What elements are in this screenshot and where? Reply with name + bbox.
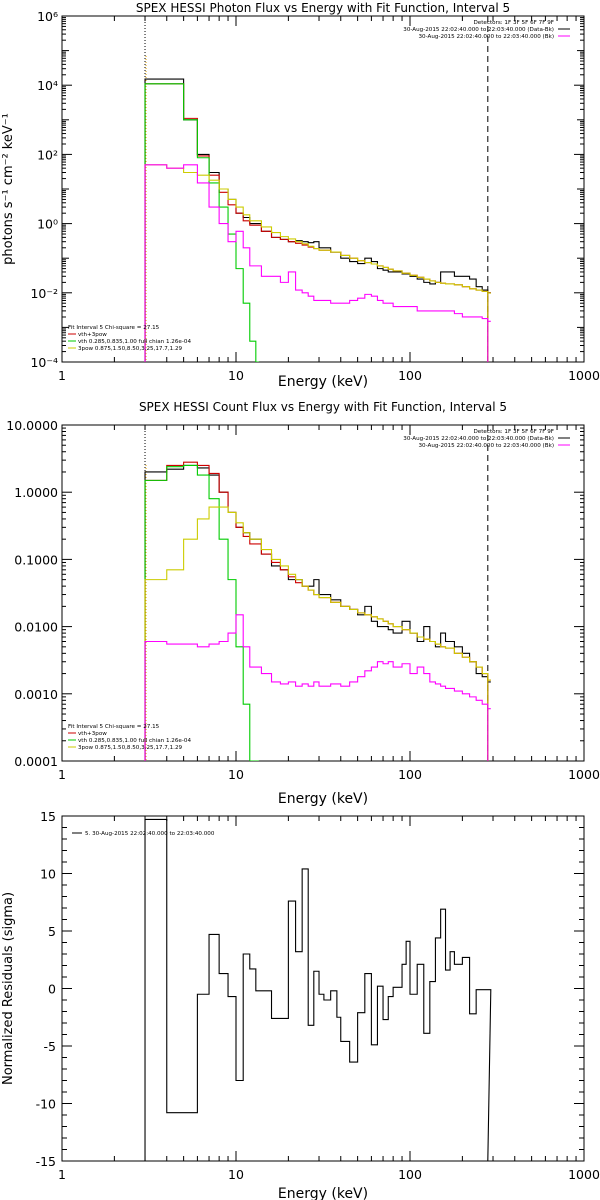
chart-panel-1: SPEX HESSI Photon Flux vs Energy with Fi… xyxy=(1,1,600,390)
series-3-line xyxy=(144,464,259,761)
y-tick-label: 10⁰ xyxy=(37,217,58,232)
legend-line-2: vth 0.285,0.835,1.00 full chian 1.26e-04 xyxy=(78,339,191,345)
y-tick-label: 10⁻² xyxy=(30,286,58,301)
x-tick-label: 10 xyxy=(228,767,244,782)
x-tick-label: 1000 xyxy=(568,1167,600,1182)
x-tick-label: 100 xyxy=(398,1167,422,1182)
x-tick-label: 1000 xyxy=(568,368,600,383)
plot-frame xyxy=(61,15,585,363)
plot-frame xyxy=(61,815,585,1162)
x-tick-label: 100 xyxy=(398,767,422,782)
chart-panel-3: 1 10 100 1000 Energy (keV) -15 -10 -5 0 5 10 15 Norm… xyxy=(1,809,600,1200)
series-1-line xyxy=(144,464,491,761)
chart-panel-2: SPEX HESSI Count Flux vs Energy with Fit… xyxy=(6,400,600,807)
x-tick-label: 10 xyxy=(228,1167,244,1182)
y-tick-label: 10.0000 xyxy=(6,418,58,433)
y-tick-label: 0 xyxy=(48,982,56,997)
x-tick-label: 1 xyxy=(58,368,66,383)
x-axis-label: Energy (keV) xyxy=(278,374,368,390)
header-line-3: 30-Aug-2015 22:02:40.000 to 22:03:40.000… xyxy=(418,34,554,40)
legend-line-1: vth+3pow xyxy=(78,731,107,737)
y-tick-label: -10 xyxy=(36,1097,56,1112)
series-5-line xyxy=(144,164,491,362)
y-tick-label: 0.1000 xyxy=(14,552,58,567)
legend-line-3: 3pow 0.875,1.50,8.50,3.25,17.7,1.29 xyxy=(78,745,183,751)
x-tick-label: 10 xyxy=(228,368,244,383)
header-line-2: 30-Aug-2015 22:02:40.000 to 22:03:40.000… xyxy=(403,436,554,442)
series-group xyxy=(144,461,491,761)
x-tick-label: 1000 xyxy=(568,767,600,782)
series-1-line xyxy=(144,818,492,1161)
header-line-3: 30-Aug-2015 22:02:40.000 to 22:03:40.000… xyxy=(418,443,554,449)
series-4-line xyxy=(144,164,491,362)
y-tick-label: 15 xyxy=(40,809,56,824)
plot-frame xyxy=(61,424,585,762)
header-line-1: Detectors: 1F 3F 5F 6F 7F 9F xyxy=(473,429,554,435)
y-tick-label: 5 xyxy=(48,924,56,939)
x-tick-label: 1 xyxy=(58,767,66,782)
y-tick-label: 10⁶ xyxy=(37,9,58,24)
legend-line-3: 3pow 0.875,1.50,8.50,3.25,17.7,1.29 xyxy=(78,346,183,352)
y-tick-label: -15 xyxy=(36,1154,56,1169)
x-tick-label: 100 xyxy=(398,368,422,383)
series-group xyxy=(144,818,492,1161)
fit-header: Fit Interval 5 Chi-square = 27.15 xyxy=(68,325,160,331)
header-line-1: Detectors: 1F 3F 5F 6F 7F 9F xyxy=(473,20,554,26)
chart-title: SPEX HESSI Count Flux vs Energy with Fit… xyxy=(139,400,507,414)
y-tick-label: 0.0010 xyxy=(14,687,58,702)
y-axis-label: Normalized Residuals (sigma) xyxy=(1,892,16,1085)
fit-header: Fit Interval 5 Chi-square = 27.15 xyxy=(68,724,160,730)
y-tick-label: 1.0000 xyxy=(14,485,58,500)
series-4-line xyxy=(144,506,491,761)
series-5-line xyxy=(144,614,491,761)
y-tick-label: 10⁴ xyxy=(37,78,58,93)
y-tick-label: 0.0100 xyxy=(14,620,58,635)
x-axis-label: Energy (keV) xyxy=(278,1186,368,1200)
legend-line-2: vth 0.285,0.835,1.00 full chian 1.26e-04 xyxy=(78,738,191,744)
x-axis-label: Energy (keV) xyxy=(278,791,368,807)
series-3-line xyxy=(144,83,259,362)
series-2-line xyxy=(144,461,491,761)
series-group xyxy=(144,78,491,362)
y-tick-label: 0.0001 xyxy=(14,754,58,769)
header-line-2: 30-Aug-2015 22:02:40.000 to 22:03:40.000… xyxy=(403,27,554,33)
x-tick-label: 1 xyxy=(58,1167,66,1182)
y-tick-label: 10² xyxy=(37,147,58,162)
y-tick-label: -5 xyxy=(44,1039,56,1054)
y-axis-label: photons s⁻¹ cm⁻² keV⁻¹ xyxy=(1,113,16,265)
legend-line-1: vth+3pow xyxy=(78,332,107,338)
legend-line-1: 5. 30-Aug-2015 22:02:40.000 to 22:03:40.… xyxy=(85,831,215,837)
chart-title: SPEX HESSI Photon Flux vs Energy with Fi… xyxy=(136,1,510,15)
y-tick-label: 10⁻⁴ xyxy=(30,355,58,370)
y-tick-label: 10 xyxy=(40,867,56,882)
